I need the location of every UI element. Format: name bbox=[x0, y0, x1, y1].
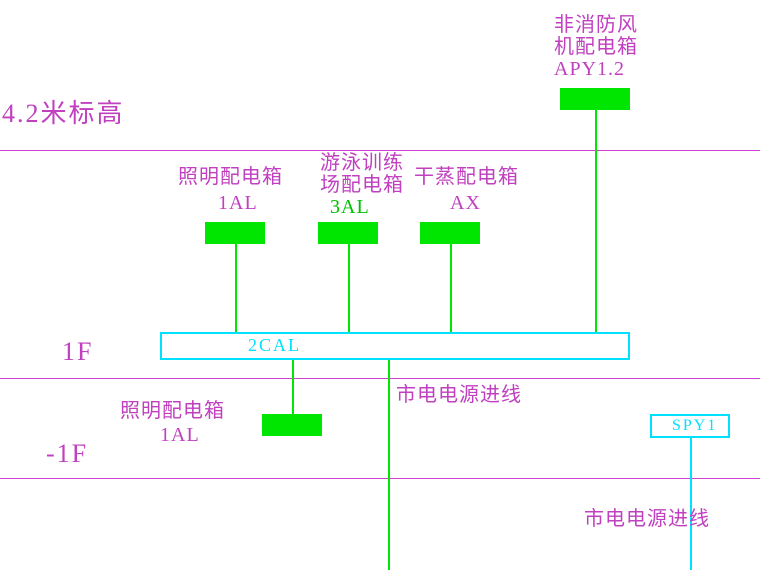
lbl-ax-t: 干蒸配电箱 bbox=[414, 166, 519, 188]
v-apy12 bbox=[595, 110, 597, 332]
lbl-3al-t: 游泳训练 场配电箱 bbox=[320, 152, 404, 196]
lbl-1al-b-t: 照明配电箱 bbox=[120, 400, 225, 422]
box-1al-b bbox=[262, 414, 322, 436]
v-1al-b bbox=[292, 360, 294, 414]
diagram-stage: { "colors": { "green": "#00e600", "cyan"… bbox=[0, 0, 760, 570]
box-ax bbox=[420, 222, 480, 244]
v-ax bbox=[450, 244, 452, 332]
box-spy1-label: SPY1 bbox=[672, 417, 717, 435]
lbl-1al-a-t: 照明配电箱 bbox=[178, 166, 283, 188]
box-1al-a bbox=[205, 222, 265, 244]
lbl-ax-c: AX bbox=[450, 192, 481, 214]
v-main-g bbox=[388, 360, 390, 570]
box-2cal bbox=[160, 332, 630, 360]
lbl-main-in-2: 市电电源进线 bbox=[584, 508, 710, 530]
v-spy1 bbox=[690, 438, 692, 570]
lbl-1al-a-c: 1AL bbox=[218, 192, 258, 214]
lbl-apy12: 非消防风 机配电箱 APY1.2 bbox=[554, 14, 638, 80]
label-n1f: -1F bbox=[46, 440, 88, 469]
lbl-3al-c: 3AL bbox=[330, 196, 370, 218]
line-4p2m bbox=[0, 150, 760, 151]
label-1f: 1F bbox=[62, 338, 93, 367]
label-4p2m: 4.2米标高 bbox=[2, 100, 125, 129]
v-3al bbox=[348, 244, 350, 332]
box-2cal-label: 2CAL bbox=[248, 336, 301, 356]
box-apy12 bbox=[560, 88, 630, 110]
line-1f bbox=[0, 378, 760, 379]
lbl-1al-b-c: 1AL bbox=[160, 424, 200, 446]
lbl-main-in-1: 市电电源进线 bbox=[396, 384, 522, 406]
box-3al bbox=[318, 222, 378, 244]
line-n1f bbox=[0, 478, 760, 479]
v-1al-a bbox=[235, 244, 237, 332]
